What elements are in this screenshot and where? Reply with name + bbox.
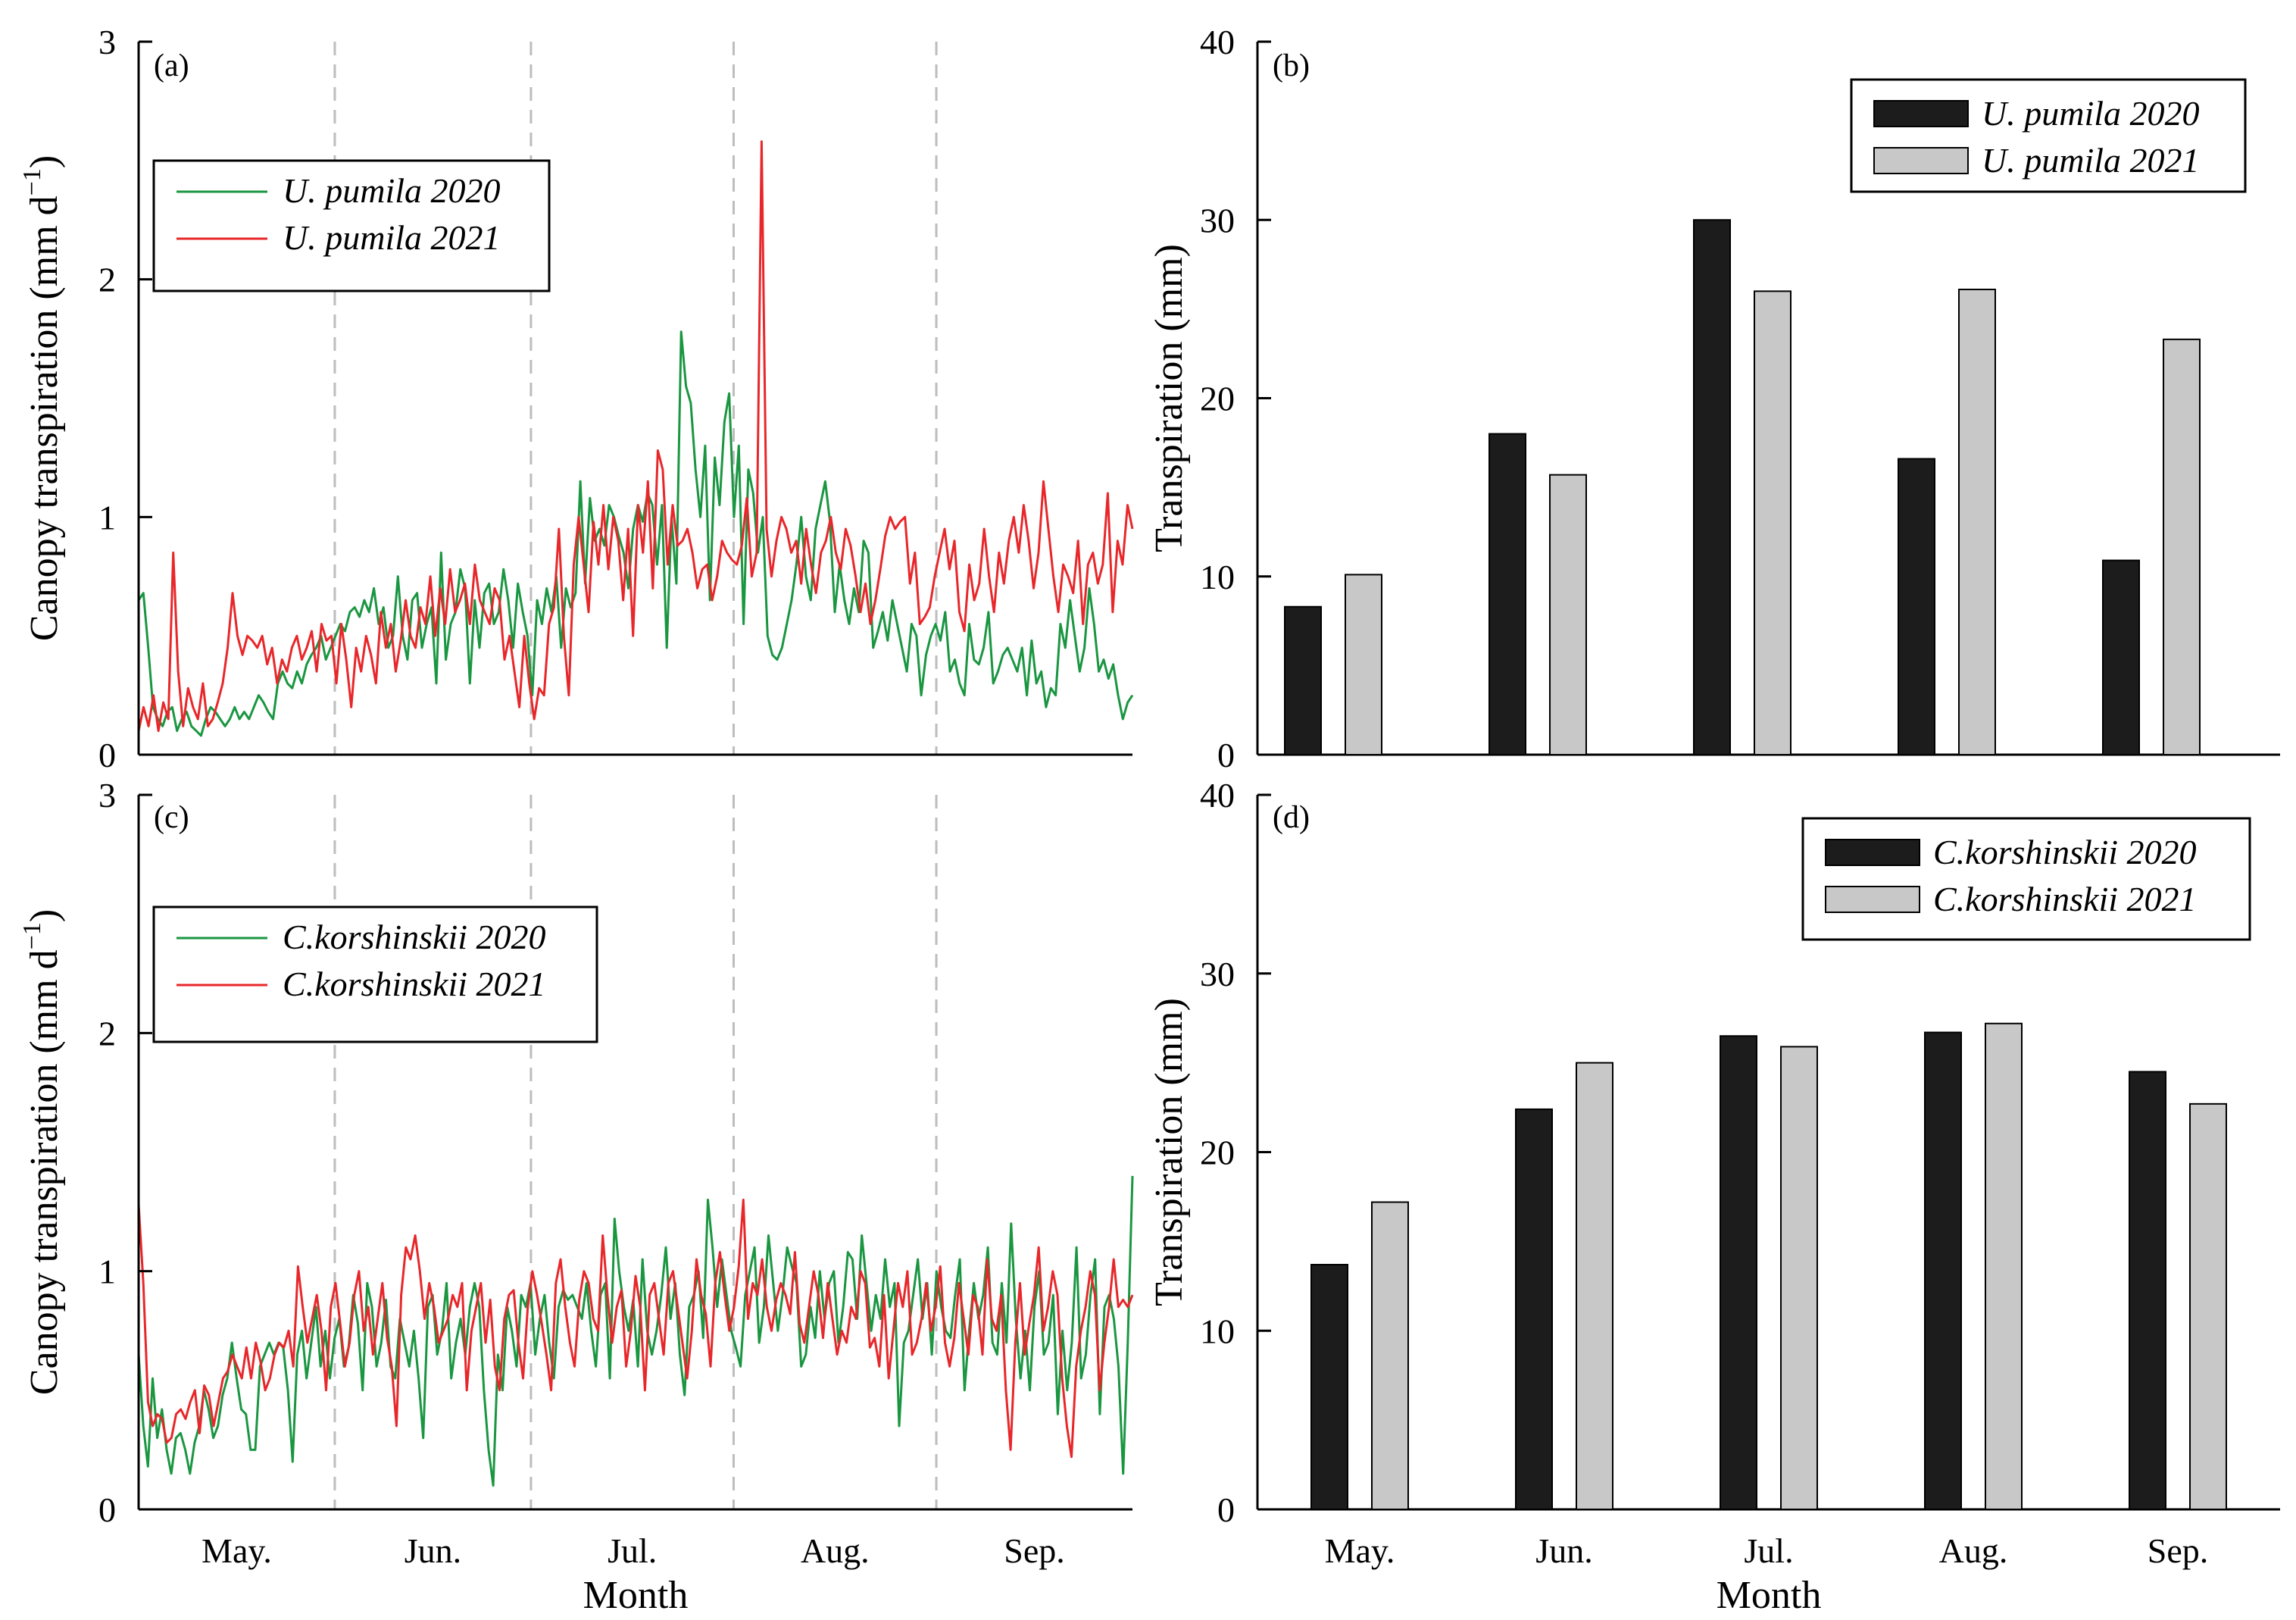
- y-tick-label: 30: [1200, 201, 1235, 239]
- y-tick-label: 20: [1200, 380, 1235, 418]
- series-line-0: [137, 330, 1134, 737]
- bar-0: [1284, 605, 1322, 755]
- y-tick-label: 40: [1200, 776, 1235, 815]
- x-tick-label: Jun.: [405, 1531, 461, 1570]
- bar-1: [1958, 288, 1996, 755]
- y-tick-label: 10: [1200, 1312, 1235, 1350]
- y-tick-label: 0: [98, 736, 116, 774]
- x-tick-label: Aug.: [1939, 1531, 2008, 1570]
- panel-1: (b) 0 10 20 30 40 Transpiration (mm) U. pumila …: [1148, 23, 2280, 774]
- y-tick-label: 0: [1217, 736, 1235, 774]
- legend-box: [152, 159, 551, 292]
- legend-swatch: [1873, 147, 1969, 174]
- x-tick-label: May.: [1325, 1531, 1395, 1570]
- x-tick-label: Sep.: [2148, 1531, 2209, 1570]
- y-tick-label: 20: [1200, 1134, 1235, 1172]
- bar-1: [1780, 1046, 1818, 1510]
- bar-0: [1720, 1035, 1757, 1510]
- x-axis-label: Month: [1717, 1574, 1822, 1617]
- y-tick-label: 10: [1200, 558, 1235, 596]
- y-axis-label: Transpiration (mm): [1148, 244, 1191, 552]
- y-axis-label: Canopy transpiration (mm d−1): [18, 155, 66, 641]
- y-axis-label-close: ): [23, 155, 66, 168]
- panel-2: (c) 0 1 2 3 May. Jun. Jul. Aug. Sep. Canopy transp…: [18, 776, 1134, 1617]
- y-tick-label: 2: [98, 1014, 116, 1052]
- legend-swatch: [1825, 886, 1920, 913]
- bar-1: [1985, 1022, 2023, 1510]
- legend-box: [1801, 817, 2251, 941]
- legend-label: C.korshinskii 2021: [1933, 880, 2197, 918]
- y-axis-label-main: Canopy transpiration (mm d: [23, 949, 66, 1395]
- panel-label: (b): [1273, 48, 1310, 83]
- bar-0: [1515, 1108, 1553, 1511]
- bar-1: [1371, 1201, 1409, 1510]
- legend-label: C.korshinskii 2020: [283, 918, 546, 956]
- bar-0: [2129, 1071, 2166, 1510]
- y-tick-label: 40: [1200, 23, 1235, 61]
- legend-swatch: [1873, 100, 1969, 127]
- bar-1: [2189, 1102, 2227, 1511]
- bar-0: [1310, 1264, 1348, 1510]
- panel-3: (d) 0 10 20 30 40 May. Jun. Jul. Aug. Sep. Transpir…: [1148, 776, 2280, 1617]
- legend-label: C.korshinskii 2021: [283, 965, 546, 1003]
- bar-0: [2102, 559, 2140, 755]
- bar-1: [1576, 1062, 1613, 1510]
- panel-0: (a) 0 1 2 3 Canopy transpiration (mm d−1) U. p…: [18, 23, 1134, 774]
- y-tick-label: 1: [98, 1253, 116, 1291]
- y-axis-label-superscript: −1: [18, 922, 46, 949]
- bar-0: [1488, 433, 1526, 755]
- bar-1: [2163, 338, 2201, 755]
- x-tick-label: Jul.: [608, 1531, 657, 1570]
- bar-0: [1693, 219, 1731, 755]
- y-axis-label-close: ): [23, 909, 66, 922]
- legend-swatch: [1825, 839, 1920, 866]
- y-tick-label: 3: [98, 23, 116, 61]
- legend-label: U. pumila 2021: [1982, 141, 2200, 180]
- x-tick-label: Jun.: [1535, 1531, 1592, 1570]
- x-tick-label: May.: [201, 1531, 272, 1570]
- y-axis-label: Canopy transpiration (mm d−1): [18, 909, 66, 1395]
- bar-1: [1549, 474, 1587, 755]
- x-tick-label: Aug.: [801, 1531, 870, 1570]
- series-line-0: [137, 1175, 1134, 1487]
- bar-0: [1898, 458, 1935, 755]
- x-tick-label: Sep.: [1004, 1531, 1065, 1570]
- y-tick-label: 0: [1217, 1490, 1235, 1529]
- y-tick-label: 3: [98, 776, 116, 815]
- bar-0: [1924, 1031, 1962, 1510]
- legend-box: [152, 905, 598, 1043]
- panel-label: (d): [1273, 800, 1310, 835]
- series-line-1: [137, 1198, 1134, 1459]
- x-tick-label: Jul.: [1744, 1531, 1793, 1570]
- y-tick-label: 30: [1200, 955, 1235, 993]
- y-tick-label: 1: [98, 498, 116, 536]
- y-tick-label: 2: [98, 261, 116, 299]
- x-axis-label: Month: [583, 1574, 689, 1617]
- bar-1: [1754, 290, 1792, 756]
- y-axis-label-main: Canopy transpiration (mm d: [23, 195, 66, 641]
- bar-1: [1345, 574, 1382, 756]
- y-axis-label: Transpiration (mm): [1148, 998, 1191, 1306]
- series-line-1: [137, 140, 1134, 733]
- legend-label: U. pumila 2020: [283, 171, 501, 210]
- legend-label: U. pumila 2021: [283, 218, 501, 257]
- legend-label: U. pumila 2020: [1982, 94, 2200, 133]
- legend-label: C.korshinskii 2020: [1933, 833, 2197, 871]
- panel-label: (a): [154, 48, 189, 83]
- y-axis-label-superscript: −1: [18, 168, 46, 195]
- y-tick-label: 0: [98, 1490, 116, 1529]
- panel-label: (c): [154, 800, 189, 835]
